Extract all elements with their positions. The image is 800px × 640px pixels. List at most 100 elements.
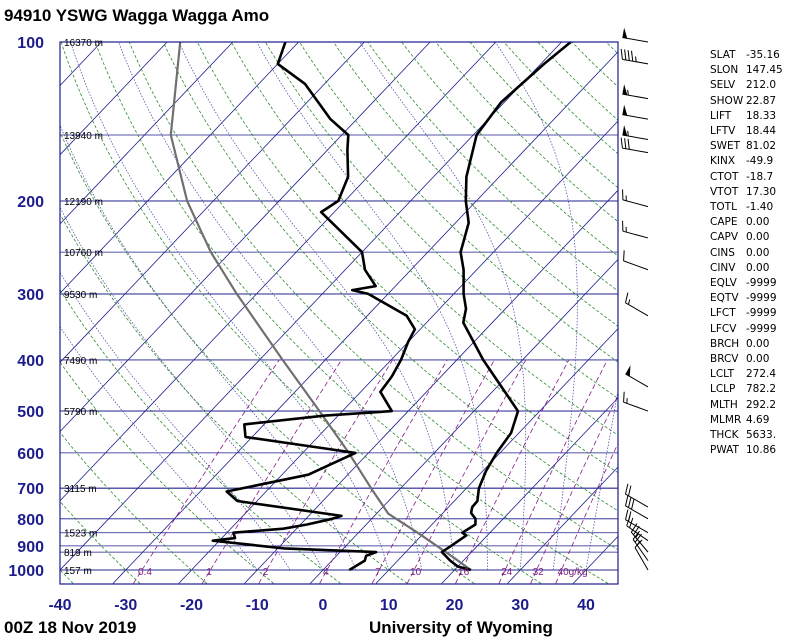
index-row: SELV 212.0 <box>710 78 795 93</box>
dry-adiabat <box>60 289 341 584</box>
index-value: 782.2 <box>746 383 777 396</box>
moist-adiabat <box>60 206 324 571</box>
index-value: 272.4 <box>746 368 777 381</box>
barb-pennant <box>622 125 628 136</box>
moist-adiabat <box>70 42 390 571</box>
wind-barb <box>620 137 649 154</box>
barb-pennant <box>622 104 628 116</box>
barb-staff <box>623 260 649 271</box>
barb-staff <box>623 401 649 412</box>
dry-adiabat <box>60 500 141 584</box>
index-value: 5633. <box>746 429 777 442</box>
index-name: LIFT <box>710 109 732 122</box>
isotherm-line <box>507 466 618 584</box>
index-name: EQLV <box>710 277 737 290</box>
isotherm-line <box>60 42 365 363</box>
index-row: SHOW 22.87 <box>710 94 795 109</box>
wind-barb <box>624 292 649 317</box>
index-value: 10.86 <box>746 444 777 457</box>
mixing-ratio-line <box>258 359 393 584</box>
moist-adiabat <box>359 42 527 570</box>
index-name: MLTH <box>710 398 738 411</box>
barb-staff <box>630 531 649 553</box>
moist-adiabat <box>494 42 578 571</box>
index-value: 22.87 <box>746 94 777 107</box>
index-value: -9999 <box>746 322 777 335</box>
mixing-ratio-line <box>371 359 495 584</box>
index-value: 0.00 <box>746 353 770 366</box>
plot-frame <box>59 41 619 585</box>
index-value: 0.00 <box>746 231 770 244</box>
index-row: KINX -49.9 <box>710 154 795 169</box>
index-row: TOTL -1.40 <box>710 200 795 215</box>
index-value: -18.7 <box>746 170 774 183</box>
isotherm-line <box>60 42 102 87</box>
barb-feather <box>624 509 629 520</box>
temperature-tick-label: 30 <box>511 597 529 614</box>
index-row: MLTH 292.2 <box>710 398 795 413</box>
barb-feather <box>624 49 627 61</box>
index-name: SELV <box>710 79 736 92</box>
barb-feather <box>624 495 629 506</box>
barb-feather <box>630 523 638 533</box>
footer-source: University of Wyoming <box>369 618 553 637</box>
mixing-ratio-line <box>319 359 448 584</box>
index-value: 17.30 <box>746 185 777 198</box>
isotherm-line <box>60 42 431 433</box>
index-name: VTOT <box>710 185 739 198</box>
dry-adiabat <box>60 569 74 584</box>
footer-datetime: 00Z 18 Nov 2019 <box>4 618 136 637</box>
height-label: 1523 m <box>64 529 97 540</box>
index-value: 0.00 <box>746 216 770 229</box>
isotherm-line <box>60 42 497 502</box>
temperature-tick-label: 20 <box>446 597 464 614</box>
index-value: 0.00 <box>746 261 770 274</box>
isotherm-line <box>441 397 618 584</box>
barb-staff <box>625 519 649 534</box>
height-label: 819 m <box>64 548 92 559</box>
mixing-ratio-line <box>406 359 527 584</box>
index-name: KINX <box>710 155 736 168</box>
barb-feather <box>624 292 629 303</box>
barb-feather <box>620 137 623 149</box>
index-row: LFCV -9999 <box>710 322 795 337</box>
wind-barb <box>624 509 649 534</box>
temperature-tick-label: -40 <box>48 597 71 614</box>
height-label: 157 m <box>64 566 92 577</box>
barb-staff <box>622 147 649 154</box>
index-row: EQTV -9999 <box>710 291 795 306</box>
index-name: LCLT <box>710 368 734 381</box>
barb-staff <box>622 199 649 208</box>
isotherm-line <box>60 42 168 156</box>
barb-feather <box>627 138 630 150</box>
index-value: 292.2 <box>746 398 777 411</box>
isotherm-line <box>60 42 562 571</box>
barb-staff <box>622 230 649 239</box>
index-row: CTOT -18.7 <box>710 170 795 185</box>
pressure-tick-label: 700 <box>17 481 44 498</box>
barb-feather <box>627 130 629 137</box>
index-name: SLON <box>710 64 739 77</box>
wind-barb <box>620 48 649 65</box>
wind-barb <box>622 125 649 141</box>
index-row: MLMR 4.69 <box>710 413 795 428</box>
mixing-ratio-line <box>498 359 608 584</box>
pressure-tick-label: 300 <box>17 287 44 304</box>
dry-adiabat <box>196 42 618 474</box>
temperature-tick-label: 0 <box>319 597 328 614</box>
index-row: THCK 5633. <box>710 428 795 443</box>
moist-adiabat <box>60 271 291 571</box>
mixing-ratio-label: 40g/kg <box>558 567 588 578</box>
pressure-tick-label: 100 <box>17 35 44 52</box>
index-name: CINS <box>710 246 735 259</box>
moist-adiabat <box>585 388 618 571</box>
index-name: SLAT <box>710 49 736 61</box>
pressure-tick-label: 800 <box>17 512 44 529</box>
wind-barbs <box>620 27 649 571</box>
wind-barb <box>622 104 649 120</box>
mixing-ratio-label: 24 <box>501 567 513 578</box>
temperature-tick-label: -30 <box>114 597 137 614</box>
barb-feather <box>624 483 629 495</box>
index-value: 18.44 <box>746 125 777 138</box>
